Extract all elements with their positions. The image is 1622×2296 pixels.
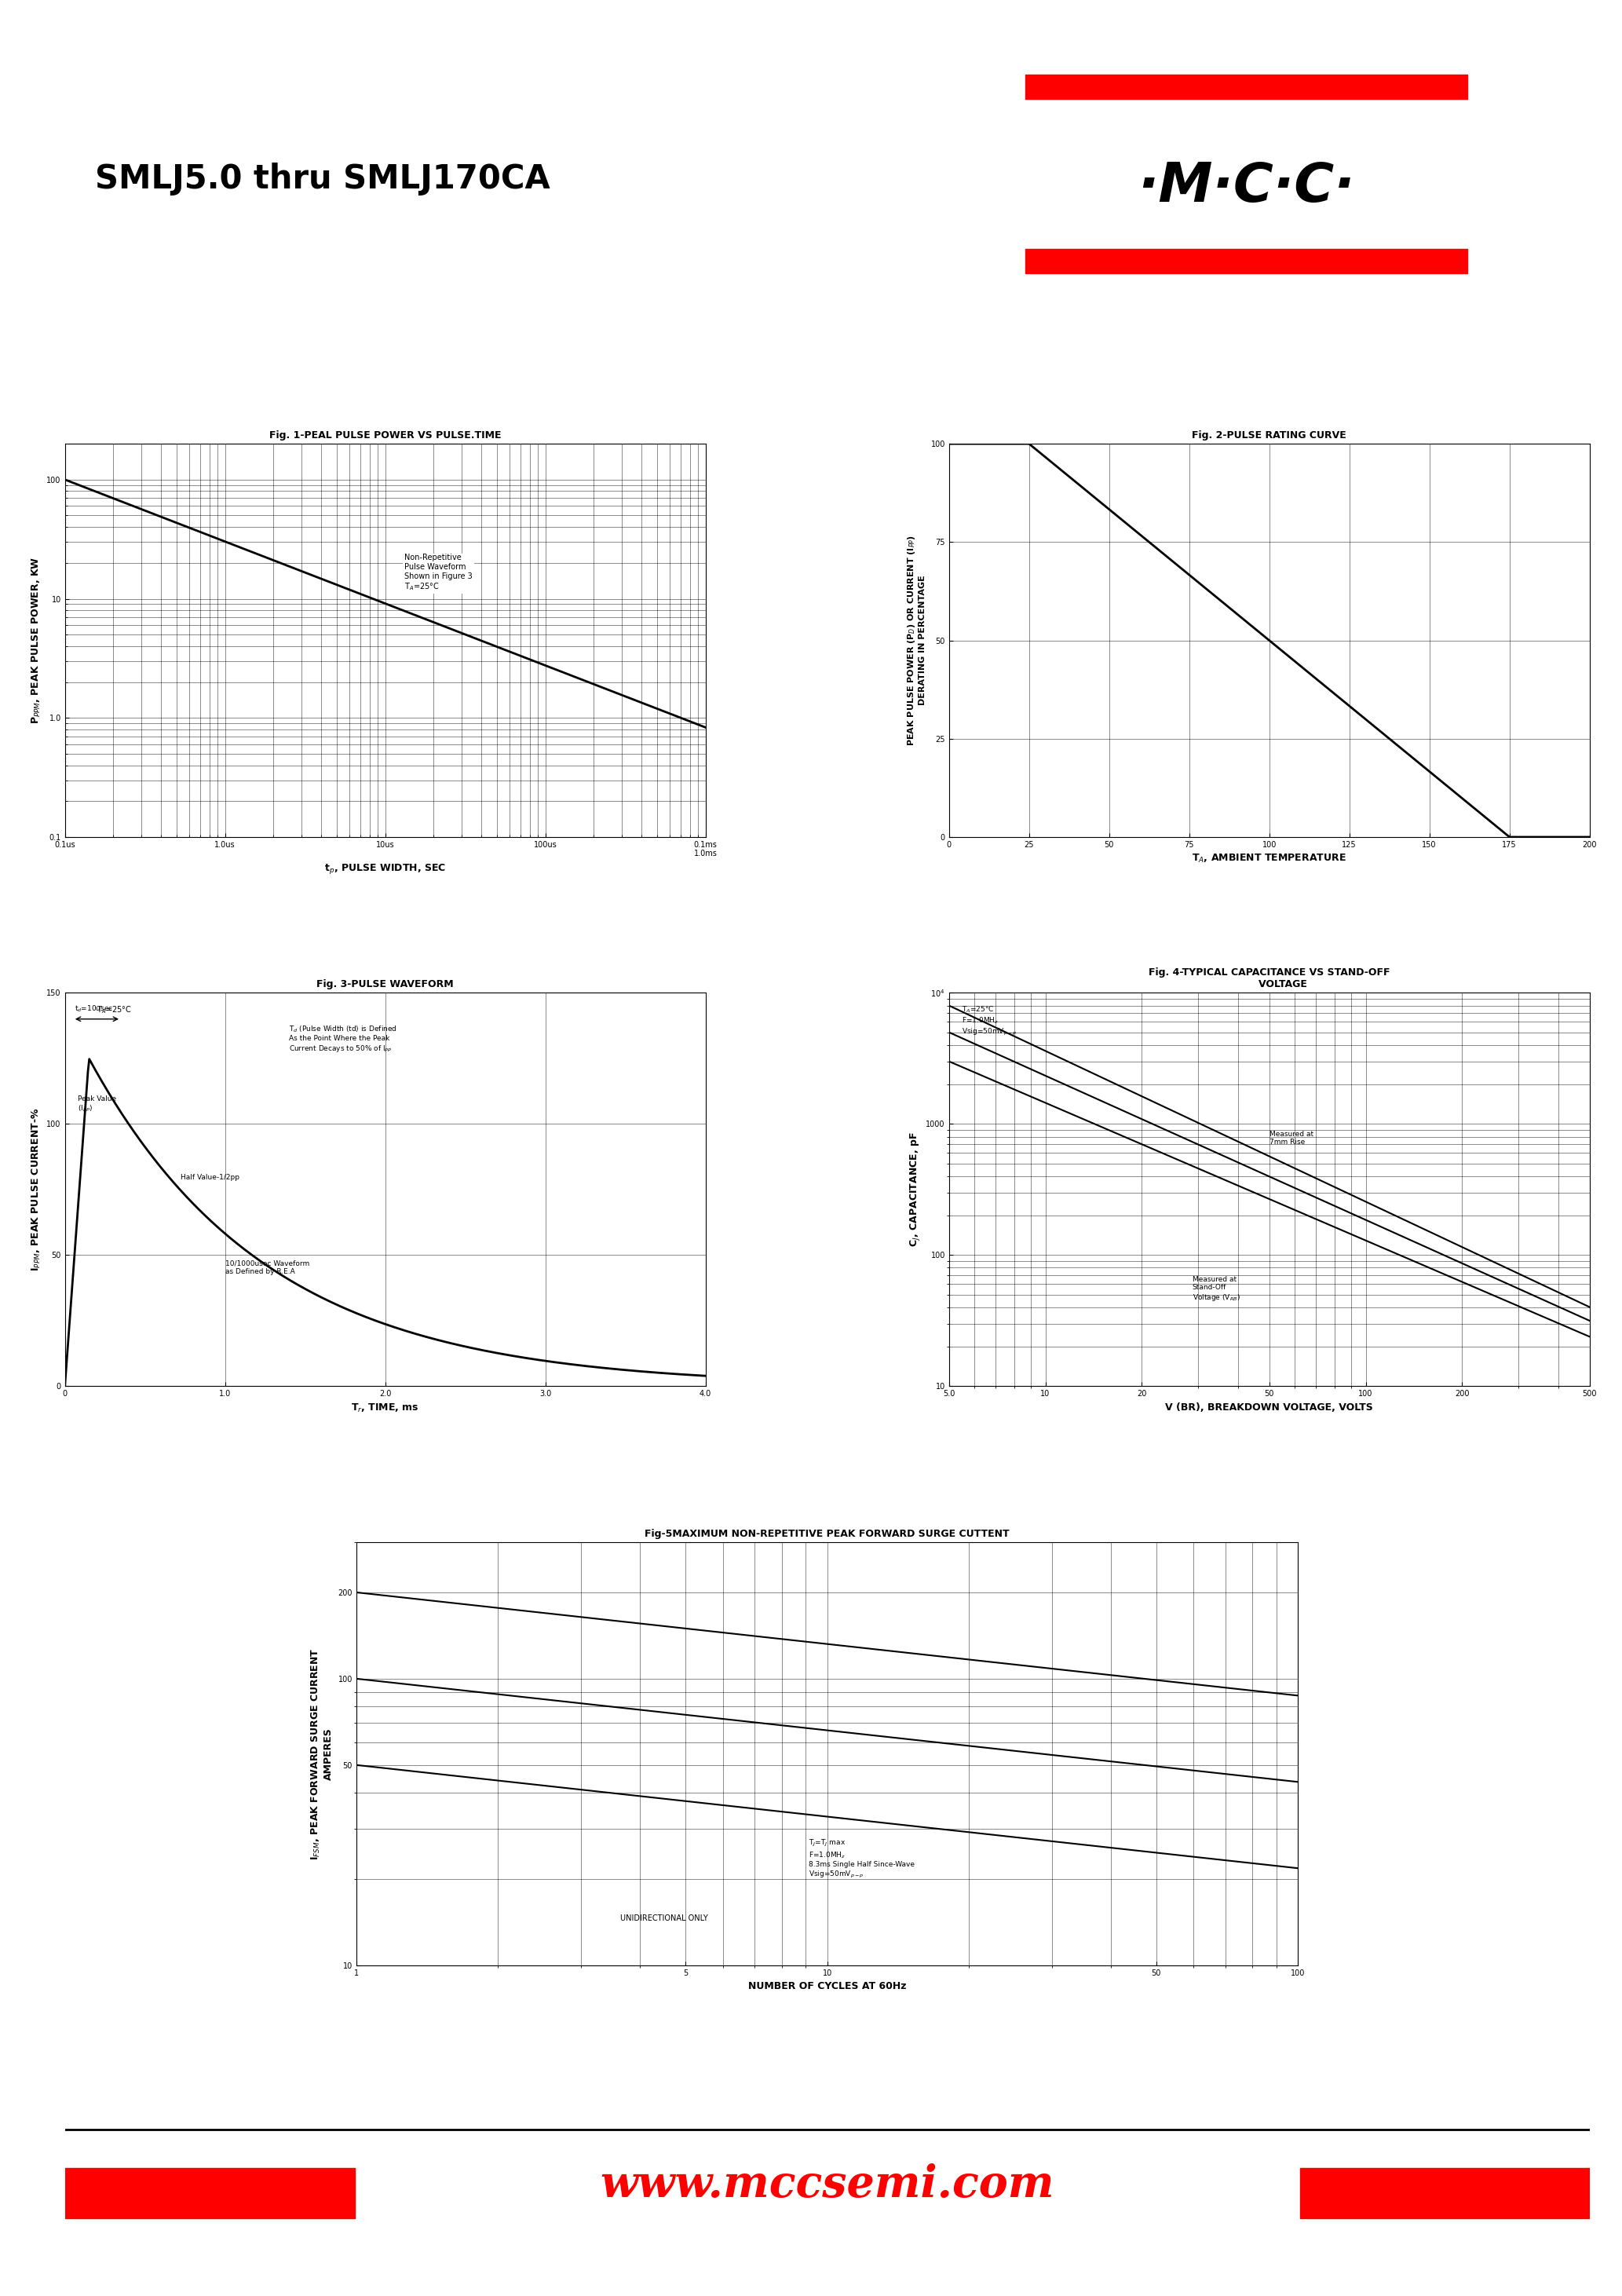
Bar <box>1025 76 1468 99</box>
Text: Measured at
Stand-Off
Voltage (V$_{RB}$): Measured at Stand-Off Voltage (V$_{RB}$) <box>1192 1277 1241 1302</box>
Title: Fig. 1-PEAL PULSE POWER VS PULSE.TIME: Fig. 1-PEAL PULSE POWER VS PULSE.TIME <box>269 429 501 441</box>
X-axis label: V (BR), BREAKDOWN VOLTAGE, VOLTS: V (BR), BREAKDOWN VOLTAGE, VOLTS <box>1165 1403 1374 1412</box>
Text: Measured at
7mm Rise: Measured at 7mm Rise <box>1270 1130 1314 1146</box>
Text: Non-Repetitive
Pulse Waveform
Shown in Figure 3
T$_A$=25°C: Non-Repetitive Pulse Waveform Shown in F… <box>404 553 472 592</box>
X-axis label: T$_r$, TIME, ms: T$_r$, TIME, ms <box>350 1403 418 1414</box>
Text: www.mccsemi.com: www.mccsemi.com <box>600 2163 1054 2206</box>
Bar <box>65 2167 355 2218</box>
Text: T$_J$=T$_J$ max
F=1.0MH$_z$
8.3ms Single Half Since-Wave
Vsig=50mV$_{p-p}$: T$_J$=T$_J$ max F=1.0MH$_z$ 8.3ms Single… <box>808 1839 915 1880</box>
Text: UNIDIRECTIONAL ONLY: UNIDIRECTIONAL ONLY <box>620 1915 707 1922</box>
X-axis label: T$_A$, AMBIENT TEMPERATURE: T$_A$, AMBIENT TEMPERATURE <box>1192 854 1346 866</box>
Text: Peak Value
(I$_{PP}$): Peak Value (I$_{PP}$) <box>78 1095 117 1114</box>
X-axis label: t$_p$, PULSE WIDTH, SEC: t$_p$, PULSE WIDTH, SEC <box>324 863 446 875</box>
Y-axis label: P$_{PPM}$, PEAK PULSE POWER, KW: P$_{PPM}$, PEAK PULSE POWER, KW <box>31 556 42 723</box>
Title: Fig. 4-TYPICAL CAPACITANCE VS STAND-OFF
        VOLTAGE: Fig. 4-TYPICAL CAPACITANCE VS STAND-OFF … <box>1148 967 1390 990</box>
Text: T$_A$=25°C
F=1.0MH$_z$
Vsig=50mV$_{p-p}$: T$_A$=25°C F=1.0MH$_z$ Vsig=50mV$_{p-p}$ <box>962 1006 1017 1038</box>
Y-axis label: C$_J$, CAPACITANCE, pF: C$_J$, CAPACITANCE, pF <box>908 1132 921 1247</box>
Text: t$_{d}$=10usec: t$_{d}$=10usec <box>75 1003 114 1015</box>
X-axis label: NUMBER OF CYCLES AT 60Hz: NUMBER OF CYCLES AT 60Hz <box>748 1981 907 1991</box>
Title: Fig. 3-PULSE WAVEFORM: Fig. 3-PULSE WAVEFORM <box>316 980 454 990</box>
Bar <box>1025 250 1468 273</box>
Y-axis label: I$_{FSM}$, PEAK FORWARD SURGE CURRENT
AMPERES: I$_{FSM}$, PEAK FORWARD SURGE CURRENT AM… <box>310 1649 334 1860</box>
Text: SMLJ5.0 thru SMLJ170CA: SMLJ5.0 thru SMLJ170CA <box>96 163 550 195</box>
Text: T$_A$=25°C: T$_A$=25°C <box>97 1006 131 1015</box>
Title: Fig. 2-PULSE RATING CURVE: Fig. 2-PULSE RATING CURVE <box>1192 429 1346 441</box>
Text: 10/1000usec Waveform
as Defined by R.E.A: 10/1000usec Waveform as Defined by R.E.A <box>225 1261 310 1277</box>
Text: ·M·C·C·: ·M·C·C· <box>1139 161 1354 214</box>
Y-axis label: PEAK PULSE POWER (P$_D$) OR CURRENT (I$_{PP}$)
DERATING IN PERCENTAGE: PEAK PULSE POWER (P$_D$) OR CURRENT (I$_… <box>907 535 926 746</box>
Title: Fig-5MAXIMUM NON-REPETITIVE PEAK FORWARD SURGE CUTTENT: Fig-5MAXIMUM NON-REPETITIVE PEAK FORWARD… <box>646 1529 1009 1538</box>
Bar <box>1299 2167 1590 2218</box>
Text: T$_{d}$ (Pulse Width (td) is Defined
As the Point Where the Peak
Current Decays : T$_{d}$ (Pulse Width (td) is Defined As … <box>289 1024 397 1054</box>
Text: Half Value-1/2pp: Half Value-1/2pp <box>180 1173 238 1180</box>
Y-axis label: I$_{PPM}$, PEAK PULSE CURRENT-%: I$_{PPM}$, PEAK PULSE CURRENT-% <box>31 1107 42 1272</box>
